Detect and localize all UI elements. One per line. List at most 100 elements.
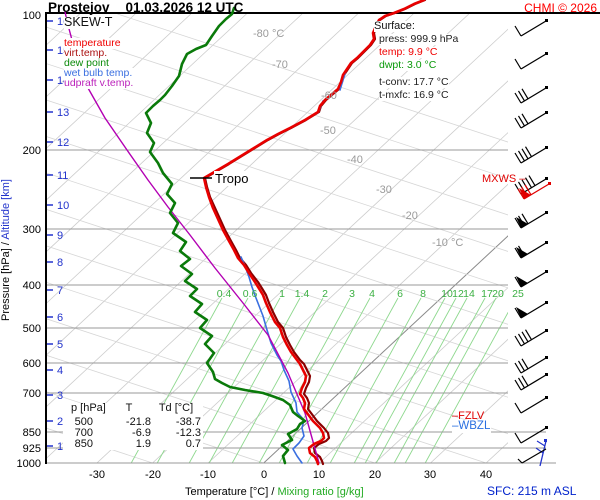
- isotherm-line: [374, 338, 508, 463]
- pressure-tick-label: 500: [23, 323, 41, 335]
- mixing-ratio-label: 12: [452, 288, 464, 300]
- dry-adiabat-line: [46, 26, 508, 179]
- surface-value: t-conv: 17.7 °C: [379, 76, 449, 88]
- wind-barb: [514, 146, 548, 164]
- wind-barb: [514, 270, 548, 288]
- altitude-tick-label: 9: [57, 230, 63, 242]
- dry-adiabat-line: [46, 354, 376, 463]
- mixing-ratio-label: 4: [369, 288, 375, 300]
- dry-adiabat-line: [46, 135, 508, 289]
- mixing-ratio-label: 1: [279, 288, 285, 300]
- mixing-ratio-line: [329, 297, 422, 463]
- isotherm-line: [319, 287, 508, 463]
- mixing-ratio-label: 1.4: [295, 288, 310, 300]
- mixing-ratio-line: [306, 297, 399, 463]
- isotherm-line: [46, 14, 303, 253]
- isotherm-label: -20: [402, 210, 418, 222]
- x-axis-tick-label: 20: [369, 469, 381, 481]
- dew-point-curve: [144, 6, 307, 465]
- altitude-tick-label: 11: [57, 170, 68, 182]
- wet-bulb-zero-label: –WBZL: [452, 420, 492, 433]
- isotherm-label: -30: [376, 184, 392, 196]
- mixing-ratio-line: [208, 297, 301, 463]
- isotherm-line: [46, 14, 414, 356]
- mixing-ratio-label: 0.4: [217, 288, 232, 300]
- station-elevation-label: SFC: 215 m ASL: [487, 484, 577, 498]
- x-axis-tick-label: 10: [313, 469, 325, 481]
- mixing-ratio-label: 2: [322, 288, 328, 300]
- mixing-ratio-line: [375, 297, 468, 463]
- max-wind-label: MXWS –: [482, 173, 526, 185]
- table-row: 850 1.9 0.7: [74, 438, 201, 450]
- dry-adiabat-line: [46, 99, 508, 252]
- wind-barb: [514, 356, 548, 374]
- isotherm-line: [207, 183, 508, 463]
- wind-barb: [514, 86, 548, 104]
- wind-barb: [514, 396, 548, 414]
- dry-adiabat-line: [46, 245, 508, 398]
- background-grid: [46, 14, 508, 463]
- altitude-tick-label: 4: [57, 365, 63, 377]
- altitude-tick-label: 6: [57, 312, 63, 324]
- pressure-tick-label: 925: [23, 443, 41, 455]
- wind-barb: [517, 182, 551, 200]
- mixing-ratio-line: [188, 297, 281, 463]
- mixing-ratio-label: 6: [397, 288, 403, 300]
- mixing-ratio-line: [364, 297, 457, 463]
- pressure-tick-label: 100: [23, 10, 41, 22]
- mixing-ratio-line: [353, 297, 446, 463]
- isotherm-line: [263, 235, 508, 463]
- isotherm-line: [96, 80, 508, 463]
- x-axis-tick-label: -10: [200, 469, 216, 481]
- pressure-tick-label: 600: [23, 358, 41, 370]
- table-row: 500 -21.8 -38.7: [74, 416, 201, 428]
- levels-table-rows: 500 -21.8 -38.7 700 -6.9 -12.3 850 1.9 0.7: [63, 417, 203, 450]
- x-axis-tick-label: 0: [261, 469, 267, 481]
- pressure-tick-label: 200: [23, 145, 41, 157]
- isotherm-label: -60: [321, 90, 337, 102]
- dry-adiabat-line: [46, 318, 487, 463]
- wind-barb: [535, 439, 547, 467]
- dry-adiabat-line: [117, 14, 508, 143]
- altitude-tick-label: 2: [57, 416, 63, 428]
- x-axis-tick-label: 30: [424, 469, 436, 481]
- mixing-ratio-line: [424, 311, 508, 463]
- altitude-tick-label: 8: [57, 257, 63, 269]
- isotherm-label: -50: [320, 125, 336, 137]
- wet-bulb-curve: [240, 256, 305, 464]
- pressure-tick-label: 850: [23, 427, 41, 439]
- surface-box-title: Surface:: [374, 20, 415, 32]
- altitude-tick-label: 12: [57, 137, 69, 149]
- wind-barb: [514, 301, 548, 319]
- altitude-tick-label: 5: [57, 339, 63, 351]
- curve-legend: SKEW-T temperature virt.temp. dew point wet…: [64, 15, 136, 89]
- levels-table-header: p [hPa] T Td [°C]: [71, 402, 194, 414]
- legend-title: SKEW-T: [64, 15, 115, 29]
- mixing-ratio-label: 3: [349, 288, 355, 300]
- wind-barb: [514, 241, 548, 259]
- isotherm-label: -70: [272, 59, 288, 71]
- table-row: 700 -6.9 -12.3: [74, 427, 201, 439]
- pressure-tick-label: 700: [23, 388, 41, 400]
- legend-item-dew-point: dew point: [64, 57, 111, 69]
- x-axis-tick-label: 40: [480, 469, 492, 481]
- surface-info-box: Surface: press: 999.9 hPa temp: 9.9 °C dwp…: [374, 19, 459, 101]
- legend-item-temperature: temperature: [64, 37, 123, 49]
- x-axis-tick-label: -30: [89, 469, 105, 481]
- isotherm-label: -80 °C: [253, 28, 284, 40]
- wind-barb: [514, 426, 548, 444]
- altitude-tick-label: 13: [57, 107, 69, 119]
- mixing-ratio-label: 14: [463, 288, 475, 300]
- x-axis-title: Temperature [°C] / Mixing ratio [g/kg]: [185, 486, 364, 498]
- mixing-ratio-line: [404, 297, 497, 463]
- wind-barb: [514, 52, 548, 70]
- altitude-tick-label: 1: [57, 441, 63, 453]
- surface-value: dwpt: 3.0 °C: [379, 59, 437, 71]
- mixing-ratio-label: 8: [420, 288, 426, 300]
- mixing-ratio-line: [278, 297, 371, 463]
- sounding-datetime: 01.03.2026 12 UTC: [125, 0, 244, 15]
- wind-barb: [517, 448, 547, 464]
- surface-values: press: 999.9 hPa temp: 9.9 °C dwpt: 3.0 °C…: [374, 32, 459, 101]
